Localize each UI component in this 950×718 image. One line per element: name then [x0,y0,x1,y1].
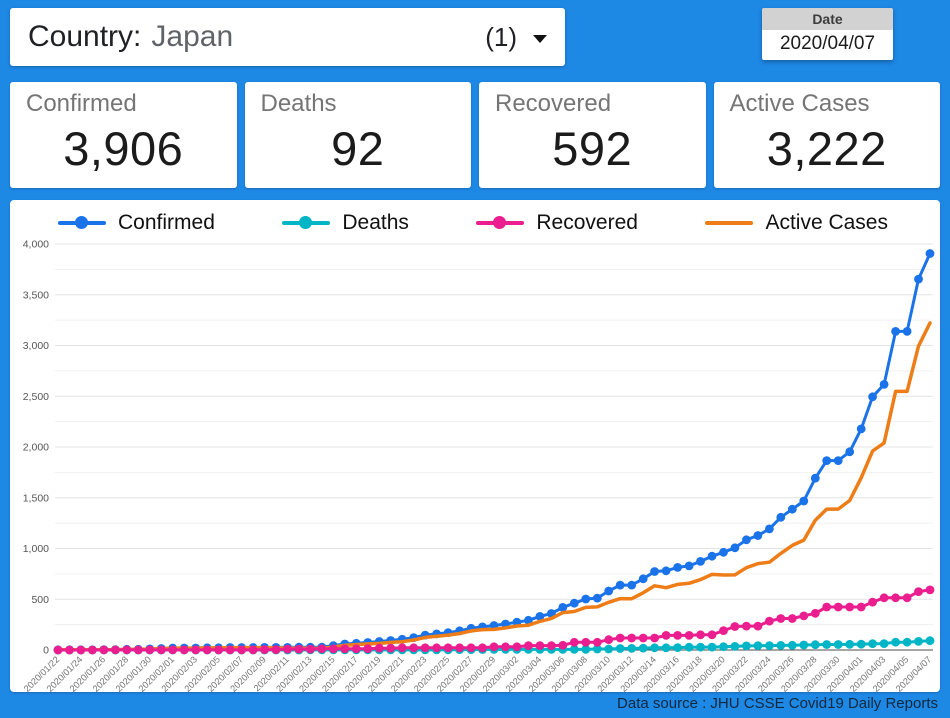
dot-marker-icon [299,216,313,230]
date-value: 2020/04/07 [762,30,893,60]
chart-legend: Confirmed Deaths Recovered Active Cases [10,206,940,240]
svg-text:3,000: 3,000 [23,340,49,352]
stats-row: Confirmed 3,906 Deaths 92 Recovered 592 … [0,82,950,188]
top-bar: Country: Japan (1) Date 2020/04/07 [0,0,950,66]
stat-card-deaths: Deaths 92 [244,82,471,188]
country-selector[interactable]: Country: Japan (1) [10,8,565,66]
country-count: (1) [485,21,517,52]
legend-label: Active Cases [765,211,888,234]
data-source-text: Data source : JHU CSSE Covid19 Daily Rep… [617,695,938,712]
stat-card-active-cases: Active Cases 3,222 [713,82,940,188]
line-marker-icon [282,216,331,230]
country-value: Japan [151,20,234,53]
legend-item-active-cases[interactable]: Active Cases [705,211,888,235]
stat-label: Deaths [260,90,337,117]
svg-text:1,000: 1,000 [23,543,49,555]
stat-value: 3,906 [63,122,184,175]
svg-text:3,500: 3,500 [23,289,49,301]
caret-down-icon [533,35,547,43]
stat-value: 92 [331,122,385,175]
chart-panel: Confirmed Deaths Recovered Active Cases … [10,200,940,692]
chart-canvas: 05001,0001,5002,0002,5003,0003,5004,0002… [22,239,935,692]
svg-text:2,500: 2,500 [23,391,49,403]
stat-value: 3,222 [766,122,887,175]
stat-card-recovered: Recovered 592 [479,82,706,188]
line-marker-icon [705,220,754,226]
stat-card-confirmed: Confirmed 3,906 [10,82,237,188]
svg-text:4,000: 4,000 [23,239,49,251]
line-marker-icon [58,216,106,230]
svg-text:0: 0 [43,645,49,657]
line-marker-icon [476,216,525,230]
legend-item-recovered[interactable]: Recovered [476,211,638,235]
date-picker[interactable]: Date 2020/04/07 [762,8,893,60]
stat-label: Recovered [495,90,612,117]
date-label: Date [762,8,893,30]
country-label: Country: [28,20,142,53]
stat-label: Active Cases [729,90,870,117]
legend-item-confirmed[interactable]: Confirmed [58,211,215,235]
legend-label: Recovered [536,211,638,234]
svg-text:2,000: 2,000 [23,442,49,454]
legend-label: Confirmed [118,211,215,234]
svg-text:500: 500 [31,594,49,606]
stat-label: Confirmed [26,90,137,117]
legend-item-deaths[interactable]: Deaths [282,211,409,235]
dot-marker-icon [493,216,507,230]
svg-text:1,500: 1,500 [23,492,49,504]
stat-value: 592 [552,122,633,175]
footer-bar: Data source : JHU CSSE Covid19 Daily Rep… [0,692,950,718]
legend-label: Deaths [342,211,409,234]
dot-marker-icon [75,216,88,230]
